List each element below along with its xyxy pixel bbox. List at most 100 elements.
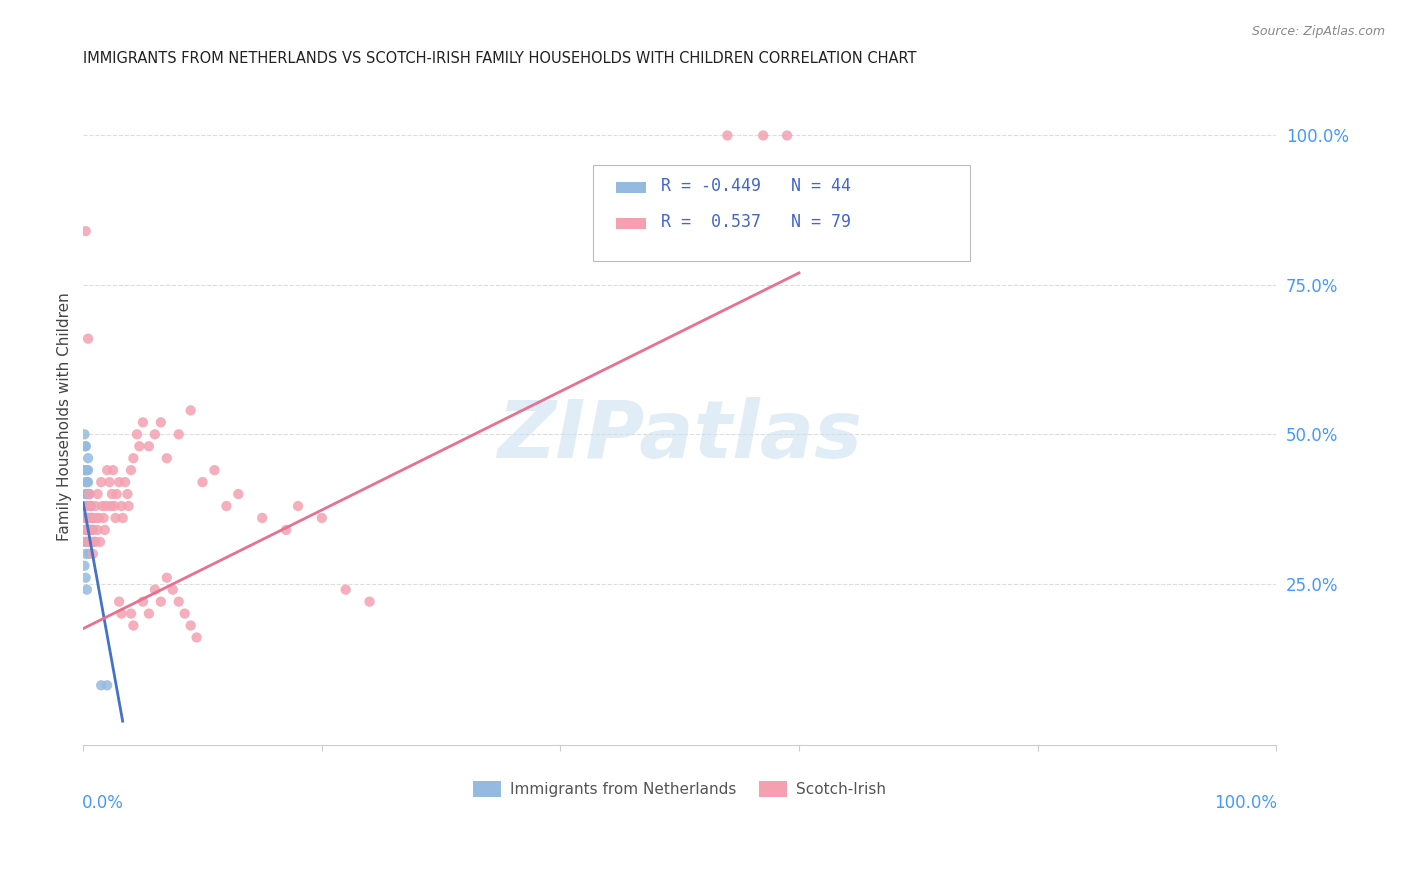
Point	[82, 523, 104, 537]
Point	[156, 571, 179, 585]
Point	[180, 403, 202, 417]
Point	[77, 487, 100, 501]
Point	[77, 523, 100, 537]
Point	[228, 487, 250, 501]
Point	[84, 499, 107, 513]
FancyBboxPatch shape	[616, 219, 647, 229]
Point	[114, 475, 136, 489]
Point	[75, 523, 97, 537]
Point	[752, 128, 775, 143]
Point	[149, 415, 172, 429]
Point	[111, 511, 134, 525]
Point	[73, 511, 96, 525]
Point	[132, 415, 155, 429]
Point	[91, 499, 114, 513]
Point	[103, 499, 125, 513]
Text: 100.0%: 100.0%	[1215, 795, 1277, 813]
Point	[122, 451, 145, 466]
Point	[132, 594, 155, 608]
Point	[75, 511, 97, 525]
Point	[73, 511, 96, 525]
Point	[87, 511, 110, 525]
Point	[75, 487, 97, 501]
Point	[117, 499, 139, 513]
Point	[108, 594, 131, 608]
Point	[204, 463, 226, 477]
Point	[73, 558, 96, 573]
Text: ZIPatlas: ZIPatlas	[498, 397, 862, 475]
Point	[173, 607, 195, 621]
Point	[80, 511, 103, 525]
Point	[143, 582, 166, 597]
Point	[76, 582, 98, 597]
Point	[75, 475, 97, 489]
Point	[79, 499, 101, 513]
Point	[76, 534, 98, 549]
Point	[287, 499, 309, 513]
Point	[77, 487, 100, 501]
Text: 0.0%: 0.0%	[82, 795, 124, 813]
Point	[75, 224, 97, 238]
Point	[76, 475, 98, 489]
Point	[125, 427, 148, 442]
Point	[90, 678, 112, 692]
Point	[75, 439, 97, 453]
Point	[94, 499, 117, 513]
Point	[82, 523, 104, 537]
FancyBboxPatch shape	[592, 165, 970, 260]
Point	[167, 594, 190, 608]
Point	[100, 499, 122, 513]
Point	[79, 499, 101, 513]
Point	[90, 475, 112, 489]
Point	[359, 594, 381, 608]
Point	[77, 523, 100, 537]
Point	[73, 427, 96, 442]
Point	[96, 678, 118, 692]
Text: IMMIGRANTS FROM NETHERLANDS VS SCOTCH-IRISH FAMILY HOUSEHOLDS WITH CHILDREN CORR: IMMIGRANTS FROM NETHERLANDS VS SCOTCH-IR…	[83, 51, 917, 66]
Point	[86, 487, 108, 501]
Point	[120, 463, 142, 477]
Point	[73, 499, 96, 513]
Point	[138, 439, 160, 453]
Point	[73, 463, 96, 477]
Point	[117, 487, 139, 501]
Point	[250, 511, 273, 525]
Point	[86, 523, 108, 537]
Point	[162, 582, 184, 597]
Point	[73, 534, 96, 549]
Point	[77, 511, 100, 525]
Point	[77, 451, 100, 466]
Point	[108, 475, 131, 489]
Point	[156, 451, 179, 466]
Point	[82, 547, 104, 561]
Point	[167, 427, 190, 442]
Text: Source: ZipAtlas.com: Source: ZipAtlas.com	[1251, 25, 1385, 38]
Point	[110, 607, 132, 621]
Point	[77, 511, 100, 525]
Point	[311, 511, 333, 525]
Point	[138, 607, 160, 621]
Point	[77, 487, 100, 501]
Point	[110, 499, 132, 513]
Point	[79, 534, 101, 549]
Point	[716, 128, 738, 143]
FancyBboxPatch shape	[616, 182, 647, 193]
Point	[79, 523, 101, 537]
Point	[76, 487, 98, 501]
Point	[274, 523, 297, 537]
Point	[77, 487, 100, 501]
Point	[76, 499, 98, 513]
Point	[101, 487, 124, 501]
Point	[122, 618, 145, 632]
Point	[75, 547, 97, 561]
Point	[75, 523, 97, 537]
Point	[79, 499, 101, 513]
Point	[77, 523, 100, 537]
Point	[96, 463, 118, 477]
Point	[77, 475, 100, 489]
Point	[75, 439, 97, 453]
Point	[776, 128, 799, 143]
Point	[128, 439, 150, 453]
Point	[77, 332, 100, 346]
Y-axis label: Family Households with Children: Family Households with Children	[58, 292, 72, 541]
